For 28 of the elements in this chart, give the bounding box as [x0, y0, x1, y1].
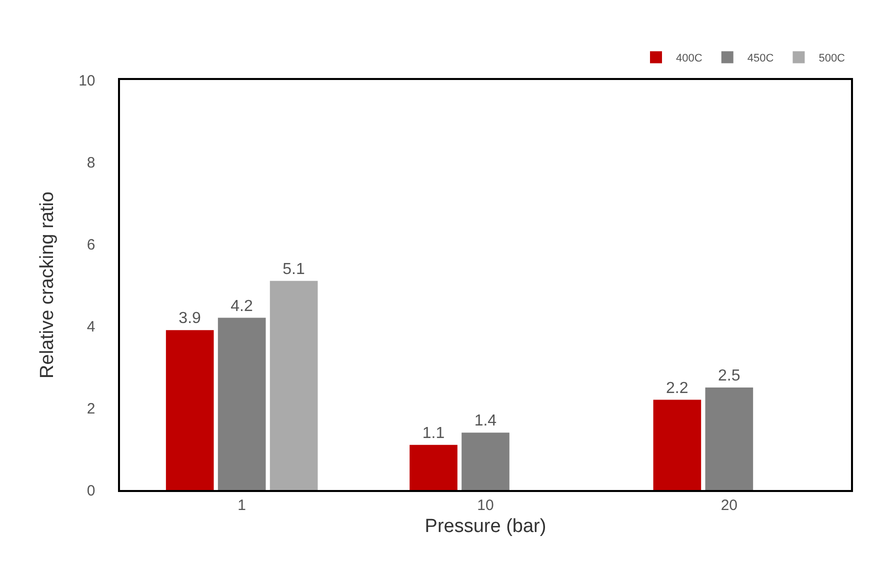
bar [705, 388, 754, 490]
y-tick-label: 4 [86, 318, 96, 336]
bar [653, 400, 702, 490]
y-tick-label: 0 [86, 482, 96, 500]
bar [410, 444, 458, 490]
x-tick-label: 1 [238, 496, 246, 514]
data-label: 3.9 [178, 310, 202, 328]
data-label: 2.5 [718, 368, 740, 384]
data-label: 4.2 [230, 298, 254, 315]
data-label: 5.1 [282, 260, 305, 278]
bar [218, 318, 266, 490]
x-tick-label: 20 [720, 496, 738, 514]
bar [166, 330, 214, 490]
legend-label: 400C [676, 52, 702, 65]
y-tick-label: 6 [86, 236, 96, 254]
x-axis-title: Pressure (bar) [424, 516, 546, 538]
legend-label: 500C [818, 52, 846, 65]
bar [462, 432, 510, 490]
y-axis-title: Relative cracking ratio [36, 192, 58, 378]
data-label: 2.2 [666, 380, 688, 397]
legend-label: 450C [747, 52, 774, 65]
x-tick-label: 10 [477, 496, 494, 514]
y-tick-label: 8 [86, 154, 96, 172]
bar [270, 280, 318, 490]
y-tick-label: 2 [86, 400, 96, 418]
y-tick-label: 10 [78, 72, 96, 90]
data-label: 1.4 [474, 412, 497, 430]
data-label: 1.1 [422, 424, 445, 442]
